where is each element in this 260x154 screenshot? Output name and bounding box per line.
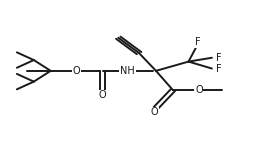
Text: F: F bbox=[216, 53, 221, 63]
Text: O: O bbox=[195, 85, 203, 95]
Text: NH: NH bbox=[120, 66, 135, 76]
Text: O: O bbox=[99, 91, 107, 100]
Text: F: F bbox=[195, 37, 200, 47]
Text: O: O bbox=[151, 107, 159, 117]
Text: F: F bbox=[216, 64, 221, 73]
Text: O: O bbox=[73, 66, 81, 76]
